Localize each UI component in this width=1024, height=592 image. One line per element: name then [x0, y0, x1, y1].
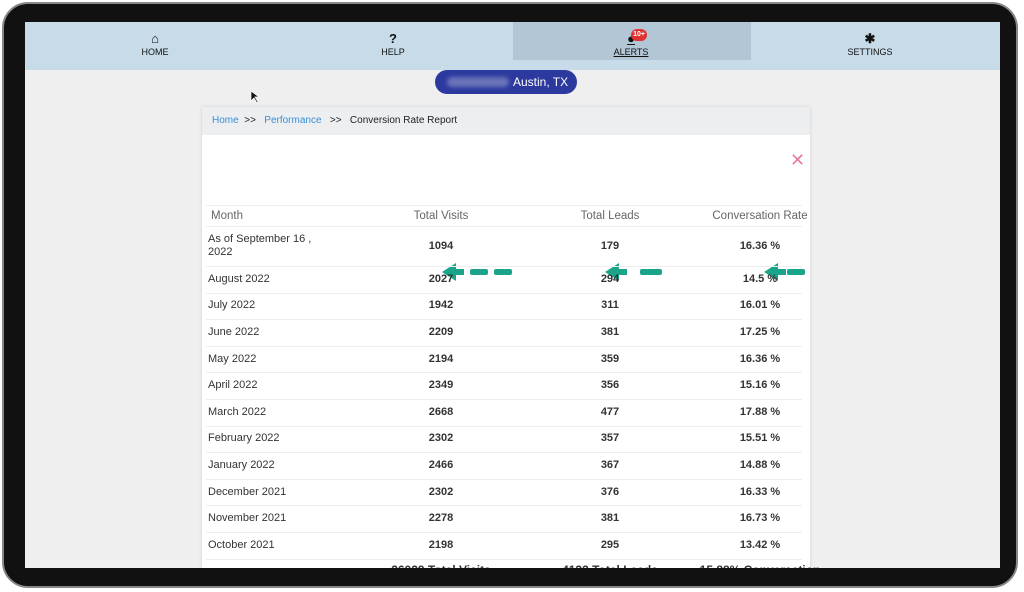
value-cell: 2278	[428, 512, 454, 525]
footer-total: 15.88% Conversation Rate	[695, 563, 825, 568]
month-cell: February 2022	[208, 432, 280, 445]
value-cell: 381	[600, 326, 620, 338]
row-line	[206, 319, 802, 321]
month-cell: March 2022	[208, 405, 267, 418]
value-cell: 17.25 %	[739, 326, 781, 338]
nav-home[interactable]: ⌂ HOME	[141, 31, 169, 57]
row-line	[206, 226, 802, 227]
crumb-link[interactable]: Home	[212, 115, 239, 126]
value-cell: 381	[600, 512, 620, 525]
row-line	[206, 399, 802, 400]
active-tab-bg	[513, 22, 751, 60]
month-cell: June 2022	[208, 326, 260, 338]
row-line	[206, 558, 802, 560]
crumb-sep: >>	[244, 115, 256, 126]
value-cell: 17.88 %	[739, 405, 781, 418]
value-cell: 2302	[428, 485, 454, 498]
row-line	[206, 345, 802, 347]
value-cell: 2194	[428, 352, 454, 365]
value-cell: 16.01 %	[739, 299, 781, 312]
value-cell: 15.51 %	[739, 432, 781, 445]
row-line	[206, 452, 802, 454]
month-cell: August 2022	[208, 272, 270, 285]
value-cell: 2466	[428, 459, 454, 471]
footer-total: 26029 Total Visits	[366, 563, 516, 568]
value-cell: 2209	[428, 326, 454, 338]
value-cell: 16.33 %	[739, 485, 781, 498]
value-cell: 376	[600, 485, 620, 498]
value-cell: 13.42 %	[739, 538, 781, 551]
value-cell: 2349	[428, 379, 454, 392]
column-header: Total Leads	[580, 210, 640, 222]
value-cell: 356	[600, 379, 620, 392]
value-cell: 1942	[428, 299, 454, 312]
value-cell: 14.88 %	[739, 459, 781, 471]
nav-label: ALERTS	[613, 47, 649, 57]
column-header: Month	[211, 210, 243, 222]
month-cell: April 2022	[208, 379, 258, 392]
row-line	[206, 266, 802, 267]
cursor	[250, 90, 260, 104]
row-line	[206, 425, 802, 427]
nav-alerts[interactable]: ● ALERTS	[613, 31, 649, 57]
alert-badge: 10+	[631, 29, 647, 41]
month-cell: January 2022	[208, 459, 275, 471]
location-pill[interactable]: Austin, TX	[435, 70, 577, 94]
row-line	[206, 532, 802, 533]
value-cell: 357	[600, 432, 620, 445]
location: Austin, TX	[513, 75, 569, 89]
row-line	[206, 372, 802, 374]
breadcrumb: Home >> Performance >> Conversion Rate R…	[202, 107, 810, 135]
screen: ⌂ HOME ? HELP ● ALERTS ✱ SETTINGS 10+ Austin…	[25, 22, 1000, 568]
month-cell: May 2022	[208, 352, 257, 365]
value-cell: 311	[601, 299, 619, 312]
value-cell: 294	[600, 272, 620, 285]
close-button[interactable]: ✕	[790, 150, 806, 170]
value-cell: 359	[600, 352, 620, 365]
value-cell: 16.73 %	[739, 512, 781, 525]
value-cell: 2198	[428, 538, 454, 551]
crumb-sep: >>	[329, 115, 342, 126]
value-cell: 16.36 %	[739, 239, 781, 252]
row-line	[206, 505, 802, 507]
month-cell: July 2022	[208, 299, 256, 312]
footer-total: 4133 Total Leads	[535, 563, 685, 568]
value-cell: 14.5 %	[742, 272, 778, 285]
nav-help[interactable]: ? HELP	[381, 31, 405, 57]
month-cell: October 2021	[208, 538, 275, 551]
row-line	[206, 478, 802, 480]
month-cell: As of September 16 , 2022	[208, 233, 312, 258]
value-cell: 2668	[428, 405, 454, 418]
value-cell: 179	[600, 239, 620, 252]
value-cell: 367	[600, 459, 620, 471]
value-cell: 15.16 %	[739, 379, 781, 392]
nav-label: SETTINGS	[847, 47, 893, 57]
value-cell: 1094	[428, 239, 454, 252]
value-cell: 2027	[428, 272, 454, 285]
month-cell: November 2021	[208, 512, 287, 525]
blurred-name	[447, 77, 509, 87]
column-header: Total Visits	[413, 210, 469, 222]
nav-bar: ⌂ HOME ? HELP ● ALERTS ✱ SETTINGS 10+	[25, 22, 1000, 70]
report-card: Home >> Performance >> Conversion Rate R…	[202, 107, 820, 568]
nav-label: HOME	[141, 47, 169, 57]
row-line	[206, 205, 802, 206]
column-header: Conversation Rate	[712, 210, 808, 222]
value-cell: 2302	[428, 432, 454, 445]
value-cell: 16.36 %	[739, 352, 781, 365]
crumb-current: Conversion Rate Report	[349, 115, 458, 126]
value-cell: 477	[600, 405, 620, 418]
nav-label: HELP	[381, 47, 405, 57]
value-cell: 295	[600, 538, 620, 551]
nav-settings[interactable]: ✱ SETTINGS	[847, 31, 893, 57]
crumb-link[interactable]: Performance	[264, 115, 322, 126]
row-line	[206, 292, 802, 294]
month-cell: December 2021	[208, 485, 287, 498]
